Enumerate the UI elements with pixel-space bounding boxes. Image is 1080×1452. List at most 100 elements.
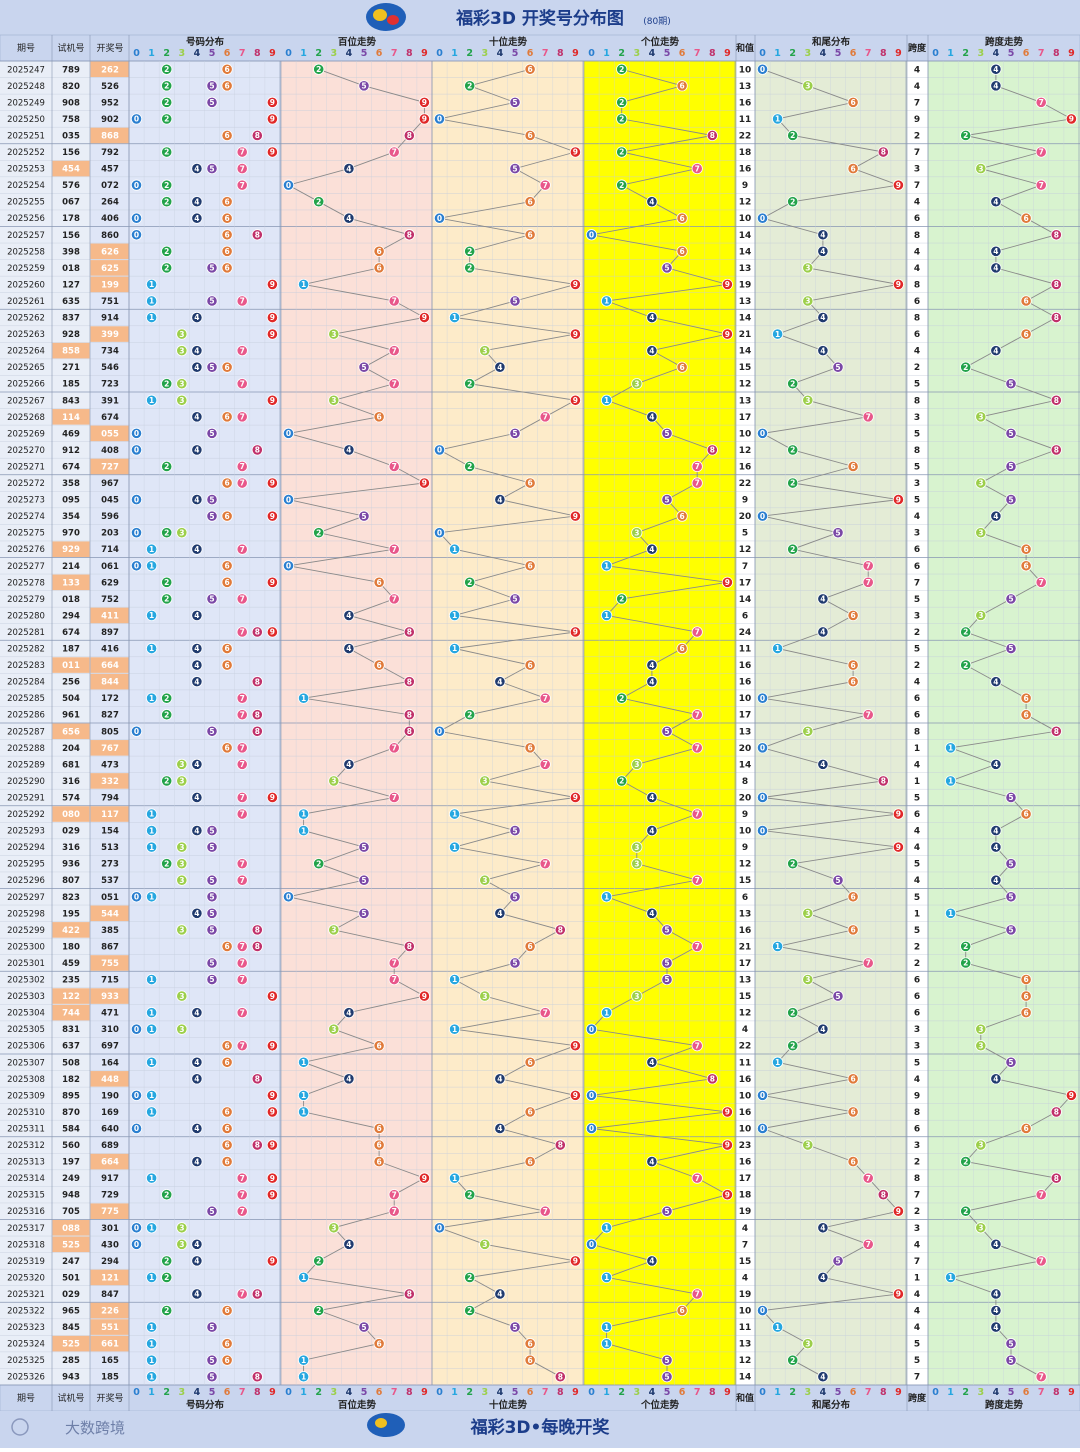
issue-cell: 2025303 <box>7 992 45 1002</box>
span-cell: 4 <box>914 1290 920 1300</box>
dist-ball <box>191 212 203 224</box>
header-tail: 和尾分布 <box>811 1399 851 1411</box>
dist-ball <box>206 593 218 605</box>
draw-cell: 430 <box>101 1240 119 1250</box>
hundreds-ball <box>343 162 355 175</box>
span-ball <box>975 1139 987 1151</box>
units-ball <box>661 725 673 737</box>
issue-cell: 2025277 <box>7 562 45 572</box>
tens-ball <box>433 113 446 125</box>
trial-cell: 133 <box>62 578 80 588</box>
sum-cell: 14 <box>739 1373 752 1383</box>
hundreds-ball-label: 5 <box>361 82 366 91</box>
dist-ball-label: 3 <box>179 777 184 786</box>
span-ball <box>975 411 987 423</box>
logo-ball-red <box>387 15 399 25</box>
units-ball <box>585 1023 598 1035</box>
tens-ball <box>464 80 476 92</box>
draw-cell: 448 <box>101 1075 119 1085</box>
units-ball <box>721 1139 734 1151</box>
header-digit-4: 4 <box>194 1387 201 1398</box>
units-ball-label: 3 <box>634 760 639 769</box>
tail-ball <box>817 593 829 605</box>
tail-ball-label: 0 <box>760 1091 765 1100</box>
tail-ball-label: 9 <box>896 1290 901 1299</box>
tens-ball-label: 5 <box>512 429 517 438</box>
dist-ball <box>146 642 158 655</box>
brand-logo-icon <box>11 1418 29 1436</box>
dist-ball-label: 8 <box>255 230 260 239</box>
span-cell: 4 <box>914 65 920 75</box>
tens-ball <box>539 758 551 770</box>
units-ball-label: 2 <box>619 595 624 604</box>
header-digit-0: 0 <box>932 48 939 59</box>
span-cell: 7 <box>914 1191 920 1201</box>
dist-ball-label: 0 <box>134 1091 139 1100</box>
span-ball-label: 5 <box>1008 595 1013 604</box>
header-digit-8: 8 <box>1053 48 1060 59</box>
tail-ball-label: 2 <box>790 131 795 140</box>
dist-ball-label: 1 <box>149 975 154 984</box>
tens-ball <box>448 311 461 324</box>
tens-ball-label: 5 <box>512 959 517 968</box>
header-digit-6: 6 <box>679 48 686 59</box>
span-cell: 3 <box>914 1141 920 1151</box>
hundreds-ball-label: 1 <box>301 694 306 703</box>
draw-highlight <box>90 955 129 971</box>
issue-cell: 2025300 <box>7 942 45 952</box>
dist-ball <box>130 179 143 191</box>
span-ball <box>960 129 972 142</box>
hundreds-ball-label: 8 <box>407 942 412 951</box>
units-ball <box>691 940 703 953</box>
dist-ball <box>206 262 218 274</box>
header-digit-9: 9 <box>421 1387 428 1398</box>
header-digit-6: 6 <box>527 1387 534 1398</box>
tail-ball-label: 6 <box>850 462 855 471</box>
dist-ball <box>206 891 218 903</box>
units-ball-label: 7 <box>695 164 700 173</box>
dist-ball-label: 6 <box>224 363 229 372</box>
trial-cell: 180 <box>62 942 80 952</box>
tail-ball <box>756 742 769 754</box>
units-ball <box>691 477 703 489</box>
units-ball <box>691 626 703 638</box>
tens-ball <box>524 1056 536 1068</box>
dist-ball-label: 4 <box>194 644 199 653</box>
dist-ball <box>161 96 173 108</box>
tens-ball-label: 6 <box>527 1108 532 1117</box>
tail-ball-label: 3 <box>805 1141 810 1150</box>
tail-ball-label: 6 <box>850 892 855 901</box>
dist-ball-label: 9 <box>270 1041 275 1050</box>
units-ball-label: 5 <box>664 1207 669 1216</box>
dist-ball <box>266 328 278 340</box>
dist-ball <box>206 510 218 522</box>
dist-ball <box>266 394 278 406</box>
dist-ball <box>146 973 158 986</box>
sum-cell: 9 <box>742 810 748 820</box>
issue-cell: 2025284 <box>7 678 45 688</box>
trial-cell: 970 <box>62 529 80 539</box>
hundreds-ball-label: 4 <box>346 164 351 173</box>
header-digit-8: 8 <box>1053 1387 1060 1398</box>
span-ball-label: 5 <box>1008 495 1013 504</box>
sum-cell: 21 <box>739 942 752 952</box>
header-span-trend: 跨度走势 <box>985 1399 1024 1411</box>
hundreds-ball <box>343 444 355 456</box>
sum-cell: 20 <box>739 512 752 522</box>
span-ball <box>960 1155 972 1168</box>
hundreds-ball <box>388 742 400 754</box>
issue-cell: 2025280 <box>7 611 45 621</box>
tail-ball-label: 3 <box>805 727 810 736</box>
trial-cell: 454 <box>62 165 80 175</box>
hundreds-ball <box>373 1139 385 1151</box>
dist-ball-label: 2 <box>164 1257 169 1266</box>
trial-cell: 249 <box>62 1174 80 1184</box>
tail-ball <box>847 162 859 175</box>
tens-ball <box>569 626 582 638</box>
span-ball <box>1020 990 1032 1002</box>
hundreds-ball-label: 1 <box>301 1356 306 1365</box>
issue-cell: 2025318 <box>7 1240 45 1250</box>
dist-ball <box>236 378 248 390</box>
dist-ball <box>161 858 173 870</box>
